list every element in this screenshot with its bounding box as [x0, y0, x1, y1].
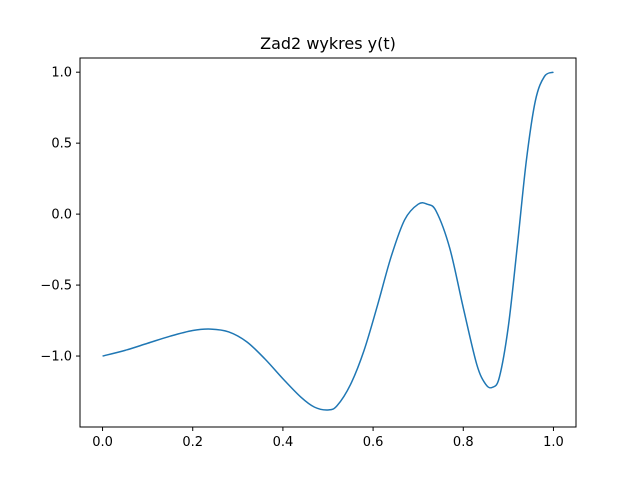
y-tick-label: 0.5: [51, 137, 72, 152]
series-layer: [102, 71, 554, 411]
y-tick-label: −0.5: [40, 279, 72, 294]
plot-frame: [79, 57, 577, 428]
x-tick-label: 0.6: [363, 435, 384, 450]
x-tick-label: 0.8: [453, 435, 474, 450]
series-line: [102, 71, 554, 411]
axis-ticks: 0.0 0.2 0.4 0.6 0.8 1.0 −1.0 −0.5 0.0 0.5 1.0: [40, 66, 563, 450]
y-tick-label: −1.0: [40, 350, 72, 365]
x-tick-label: 0.4: [273, 435, 294, 450]
chart-title: Zad2 wykres y(t): [260, 34, 396, 53]
y-tick-label: 0.0: [51, 208, 72, 223]
y-tick-label: 1.0: [51, 66, 72, 81]
x-tick-label: 0.2: [182, 435, 203, 450]
x-tick-label: 0.0: [92, 435, 113, 450]
x-tick-label: 1.0: [543, 435, 564, 450]
